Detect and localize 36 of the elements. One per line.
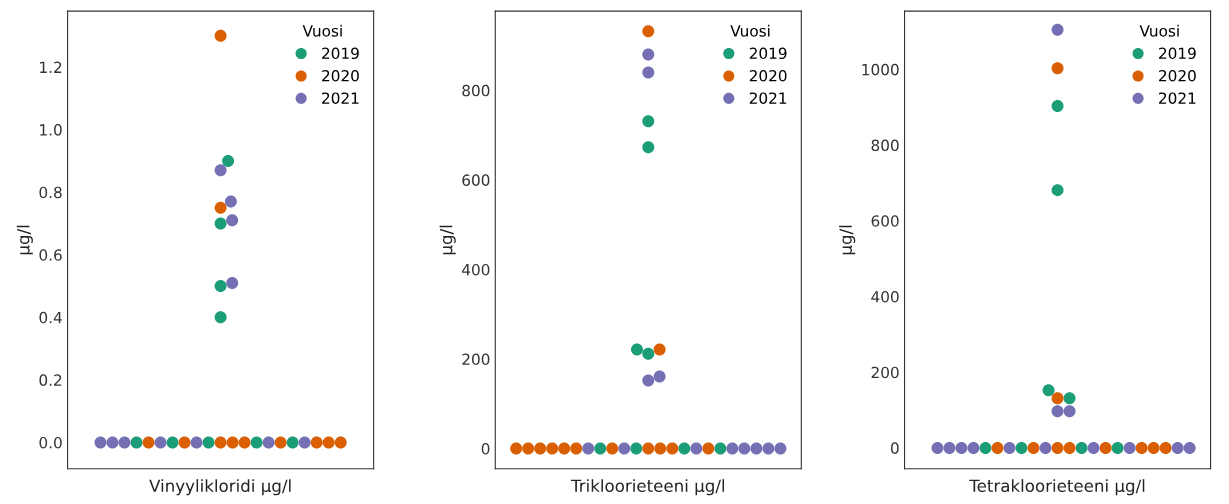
y-tick-label: 400 [871, 290, 899, 303]
y-tick-label: 600 [462, 174, 490, 186]
y-tick-label: 400 [462, 263, 490, 276]
y-tick-label: 600 [871, 215, 899, 227]
y-tick-label: 200 [871, 366, 899, 379]
legend-label: 2019 [1159, 47, 1196, 60]
y-tick-label: 0.8 [39, 186, 62, 199]
x-axis-title: Vinyylikloridi µg/l [149, 479, 291, 496]
y-axis-title: µg/l [839, 225, 856, 255]
y-tick-label: 0 [890, 442, 899, 454]
y-axis-title: µg/l [439, 225, 456, 255]
y-tick-label: 0.6 [39, 249, 62, 261]
legend-label: 2019 [322, 47, 359, 60]
legend-label: 2020 [749, 69, 787, 82]
x-axis-title: Trikloorieteeni µg/l [570, 479, 725, 496]
x-axis-title: Tetrakloorieteeni µg/l [969, 479, 1145, 496]
y-tick-label: 1.2 [40, 61, 62, 73]
y-tick-label: 800 [462, 84, 490, 97]
legend-title: Vuosi [1139, 24, 1179, 37]
legend-label: 2019 [749, 47, 787, 60]
y-tick-label: 0.2 [39, 374, 62, 386]
legend-label: 2021 [1159, 92, 1196, 104]
y-tick-label: 800 [871, 139, 899, 152]
y-tick-label: 1.0 [40, 124, 62, 136]
y-tick-label: 1000 [862, 63, 899, 76]
y-axis-title: µg/l [16, 225, 33, 255]
legend-label: 2020 [322, 69, 359, 82]
legend-label: 2021 [322, 92, 359, 104]
y-tick-label: 0 [481, 443, 490, 455]
y-tick-label: 0.0 [39, 436, 62, 449]
legend-title: Vuosi [730, 24, 770, 37]
legend-title: Vuosi [302, 24, 342, 37]
y-tick-label: 0.4 [39, 311, 62, 324]
legend-label: 2021 [749, 92, 787, 104]
legend-label: 2020 [1159, 69, 1196, 82]
y-tick-label: 200 [462, 353, 490, 366]
